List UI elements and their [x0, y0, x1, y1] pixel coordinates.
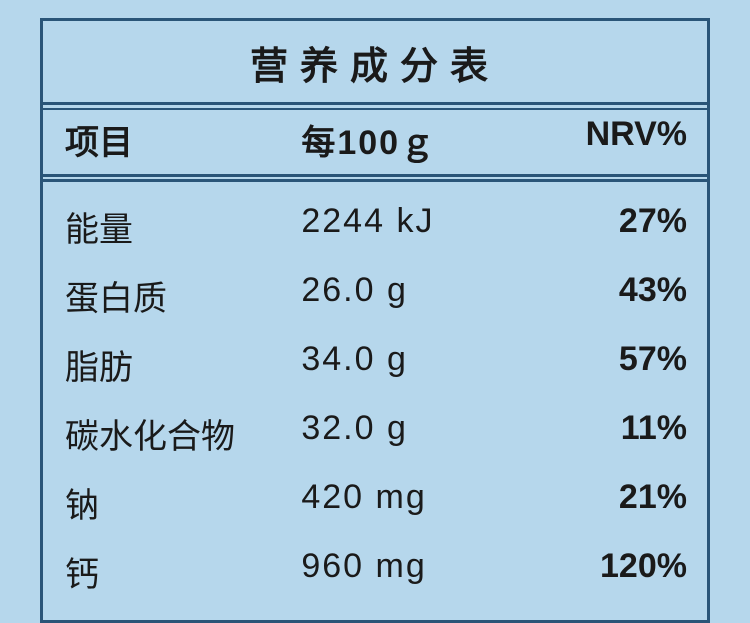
table-row: 钙 960 mg 120%	[65, 537, 687, 606]
table-title: 营养成分表	[43, 21, 707, 105]
table-row: 脂肪 34.0 g 57%	[65, 330, 687, 399]
table-row: 钠 420 mg 21%	[65, 468, 687, 537]
cell-item: 钙	[65, 547, 301, 596]
cell-amount: 960 mg	[301, 547, 525, 596]
cell-item: 能量	[65, 202, 301, 251]
header-nrv: NRV%	[525, 115, 687, 164]
table-row: 碳水化合物 32.0 g 11%	[65, 399, 687, 468]
table-row: 能量 2244 kJ 27%	[65, 192, 687, 261]
cell-nrv: 27%	[525, 202, 687, 251]
nutrition-table: 营养成分表 项目 每100ｇ NRV% 能量 2244 kJ 27% 蛋白质 2…	[40, 18, 710, 623]
cell-nrv: 120%	[525, 547, 687, 596]
cell-amount: 34.0 g	[301, 340, 525, 389]
cell-nrv: 11%	[525, 409, 687, 458]
cell-amount: 26.0 g	[301, 271, 525, 320]
table-row: 蛋白质 26.0 g 43%	[65, 261, 687, 330]
cell-item: 碳水化合物	[65, 409, 301, 458]
header-item: 项目	[65, 115, 301, 164]
table-body: 能量 2244 kJ 27% 蛋白质 26.0 g 43% 脂肪 34.0 g …	[43, 174, 707, 620]
cell-nrv: 43%	[525, 271, 687, 320]
cell-amount: 2244 kJ	[301, 202, 525, 251]
header-amount: 每100ｇ	[301, 115, 525, 164]
cell-item: 脂肪	[65, 340, 301, 389]
cell-nrv: 21%	[525, 478, 687, 527]
table-header-row: 项目 每100ｇ NRV%	[43, 105, 707, 174]
cell-nrv: 57%	[525, 340, 687, 389]
cell-item: 蛋白质	[65, 271, 301, 320]
cell-amount: 32.0 g	[301, 409, 525, 458]
cell-item: 钠	[65, 478, 301, 527]
cell-amount: 420 mg	[301, 478, 525, 527]
